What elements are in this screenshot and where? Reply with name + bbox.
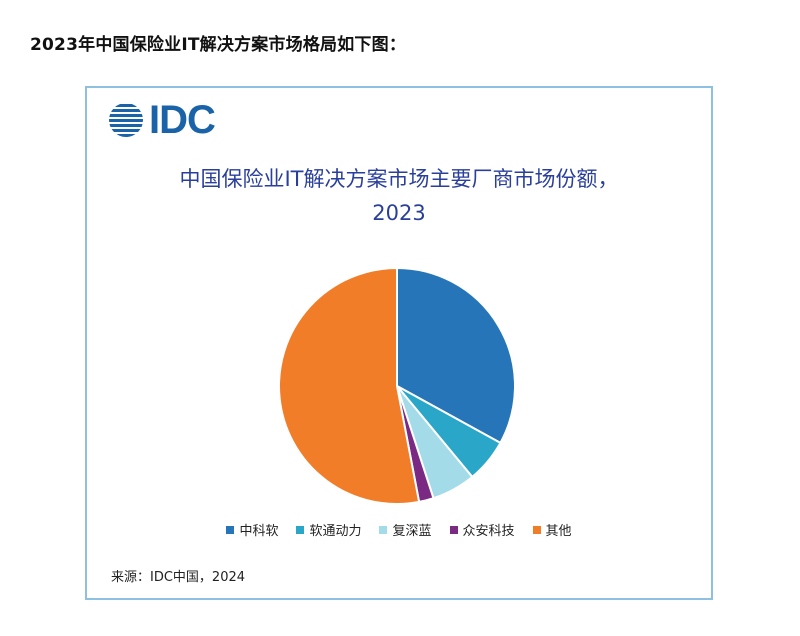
article-heading: 2023年中国保险业IT解决方案市场格局如下图： — [30, 35, 407, 55]
chart-title-line2: 2023 — [372, 201, 426, 225]
legend-item-1: 中科软 — [226, 520, 278, 539]
legend-item-5: 其他 — [532, 520, 572, 539]
chart-card: IDC 中国保险业IT解决方案市场主要厂商市场份额， 2023 中科软 软通动力 复… — [85, 86, 713, 600]
source-note: 来源：IDC中国，2024 — [111, 570, 246, 585]
legend-item-4: 众安科技 — [449, 520, 515, 539]
pie-slice-1 — [396, 266, 516, 445]
legend-swatch — [449, 525, 458, 534]
legend-swatch — [226, 525, 235, 534]
legend-label: 复深蓝 — [392, 524, 432, 539]
pie-chart — [278, 266, 516, 505]
legend-label: 众安科技 — [462, 524, 515, 539]
legend-label: 其他 — [545, 524, 572, 539]
idc-logo: IDC — [107, 98, 216, 142]
pie-slice-5 — [278, 266, 421, 505]
legend-item-3: 复深蓝 — [379, 520, 432, 539]
legend-item-2: 软通动力 — [296, 520, 361, 539]
chart-legend: 中科软 软通动力 复深蓝 众安科技 其他 — [87, 520, 711, 539]
chart-title-line1: 中国保险业IT解决方案市场主要厂商市场份额， — [179, 167, 619, 191]
legend-label: 软通动力 — [309, 524, 362, 539]
chart-title: 中国保险业IT解决方案市场主要厂商市场份额， 2023 — [87, 162, 711, 230]
legend-swatch — [379, 525, 388, 534]
legend-swatch — [296, 525, 305, 534]
idc-globe-icon — [109, 104, 143, 137]
legend-swatch — [532, 525, 541, 534]
idc-logo-text: IDC — [149, 98, 216, 142]
legend-label: 中科软 — [239, 524, 279, 539]
